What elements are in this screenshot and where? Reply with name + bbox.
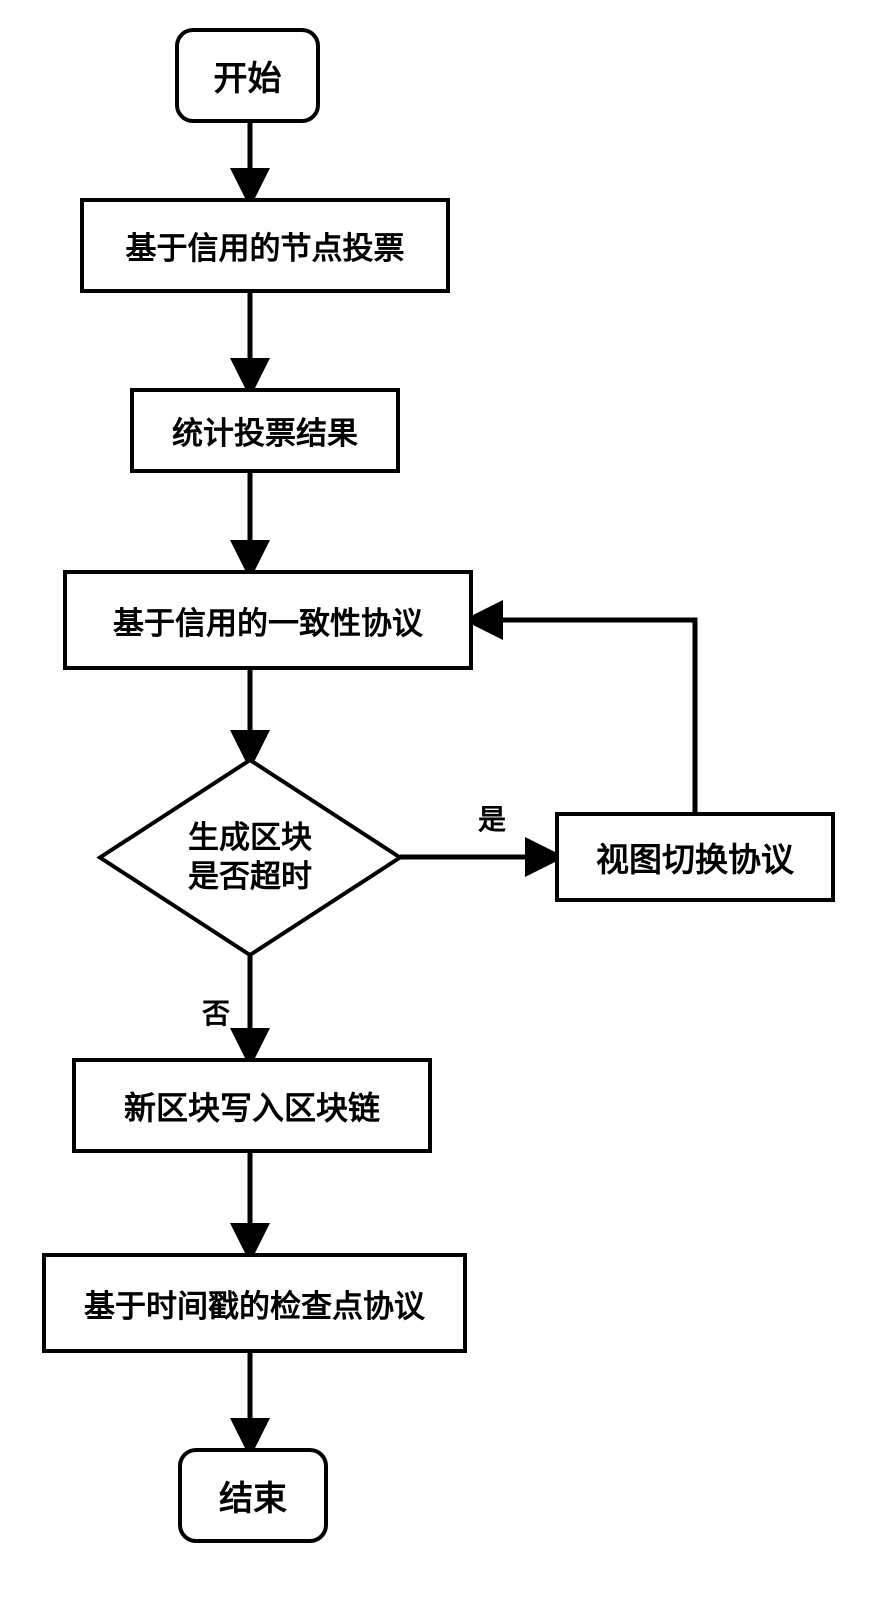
timeout-decision: 生成区块 是否超时 xyxy=(100,760,400,955)
vote-node: 基于信用的节点投票 xyxy=(80,198,450,293)
edge-label-yes: 是 xyxy=(478,798,506,838)
checkpoint-node: 基于时间戳的检查点协议 xyxy=(42,1253,467,1353)
view-switch-node: 视图切换协议 xyxy=(555,812,835,902)
timeout-label: 生成区块 是否超时 xyxy=(100,760,400,955)
edge-label-no: 否 xyxy=(202,992,230,1032)
write-block-node: 新区块写入区块链 xyxy=(72,1058,432,1153)
protocol-node: 基于信用的一致性协议 xyxy=(63,570,473,670)
count-node: 统计投票结果 xyxy=(130,388,400,473)
start-node: 开始 xyxy=(175,28,320,123)
end-node: 结束 xyxy=(178,1448,328,1543)
